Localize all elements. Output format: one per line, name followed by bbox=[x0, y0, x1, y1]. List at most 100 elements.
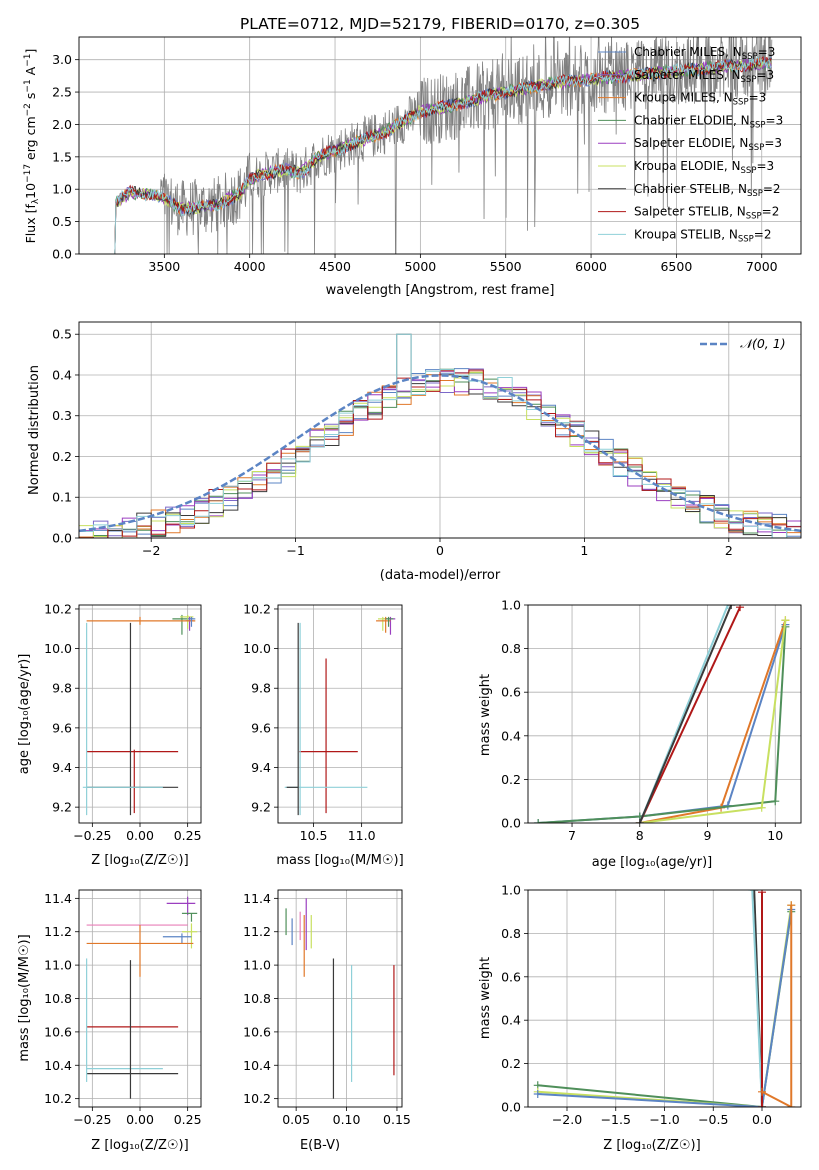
weight-z-ylabel: mass weight bbox=[478, 957, 493, 1039]
weight-marker bbox=[748, 890, 757, 894]
y-tick-label: 10.4 bbox=[44, 1058, 72, 1073]
errorbar-point bbox=[82, 622, 163, 816]
x-tick-label: −2.0 bbox=[552, 1112, 582, 1127]
legend-sub: SSP bbox=[748, 143, 764, 153]
x-tick-label: 0.00 bbox=[126, 1112, 154, 1127]
x-tick-label: 6000 bbox=[575, 259, 607, 274]
residual-xlabel: (data-model)/error bbox=[380, 568, 501, 583]
x-tick-label: 4000 bbox=[234, 259, 266, 274]
legend-sub: SSP bbox=[746, 212, 762, 222]
observed-spectrum bbox=[114, 37, 773, 254]
axes-frame bbox=[78, 36, 802, 255]
plot-area bbox=[533, 890, 796, 1107]
legend-name: Kroupa ELODIE, N bbox=[634, 159, 741, 173]
weight-marker bbox=[781, 616, 790, 625]
y-tick-label: 9.6 bbox=[251, 720, 271, 735]
errorbar-point bbox=[286, 622, 299, 816]
legend-value: =3 bbox=[749, 91, 767, 105]
y-tick-label: 3.0 bbox=[52, 52, 72, 67]
x-tick-label: 2 bbox=[725, 543, 733, 558]
y-tick-label: 11.2 bbox=[243, 924, 271, 939]
x-tick-label: 8 bbox=[636, 828, 644, 843]
legend-value: =3 bbox=[758, 45, 776, 59]
x-tick-label: 10.5 bbox=[300, 828, 328, 843]
x-tick-label: 0.00 bbox=[126, 828, 154, 843]
mass-vs-ebv-panel: 0.05 0.10 0.15 10.2 10.4 10.6 10.8 11.0 11.2 11.4… bbox=[243, 889, 411, 1153]
errorbar-point bbox=[86, 749, 179, 814]
model-spectrum bbox=[114, 56, 772, 254]
y-tick-label: 11.2 bbox=[44, 924, 72, 939]
x-tick-label: −1.5 bbox=[601, 1112, 631, 1127]
x-tick-label: 4500 bbox=[319, 259, 351, 274]
errorbar-point bbox=[166, 896, 196, 916]
legend-value: =2 bbox=[763, 182, 781, 196]
weight-vs-metallicity-panel: −2.0 −1.5 −1.0 −0.5 0.0 0.0 0.2 0.4 0.6 0.8 1.0 Z … bbox=[478, 883, 802, 1153]
mass-z-ylabel: mass [log₁₀(M/M☉)] bbox=[17, 934, 32, 1061]
residual-histogram bbox=[79, 369, 801, 538]
errorbar-point bbox=[86, 960, 179, 1099]
legend-label: Kroupa ELODIE, NSSP=3 bbox=[634, 159, 774, 176]
errorbar-point bbox=[172, 614, 194, 635]
plot-area bbox=[284, 616, 396, 816]
x-tick-label: 1 bbox=[580, 543, 588, 558]
errorbar-point bbox=[299, 658, 358, 814]
weight-vs-age-panel: 7 8 9 10 0.0 0.2 0.4 0.6 0.8 1.0 age [log₁₀(age/y… bbox=[478, 598, 802, 870]
legend-value: =2 bbox=[754, 227, 772, 241]
residual-panel: −2 −1 0 1 2 0.0 0.1 0.2 0.3 0.4 0.5 (data-model)/e… bbox=[27, 321, 802, 583]
y-tick-label: 0.0 bbox=[501, 1100, 521, 1115]
y-tick-label: 0.3 bbox=[52, 408, 72, 423]
legend-name: Chabrier ELODIE, N bbox=[634, 113, 750, 127]
legend-value: =3 bbox=[764, 136, 782, 150]
age-z-ylabel: age [log₁₀(age/yr)] bbox=[17, 654, 32, 775]
y-tick-label: 10.8 bbox=[44, 991, 72, 1006]
mass-z-xlabel: Z [log₁₀(Z/Z☉)] bbox=[91, 1138, 188, 1153]
grid bbox=[79, 605, 201, 823]
x-tick-label: 11.0 bbox=[348, 828, 376, 843]
x-tick-label: −0.25 bbox=[73, 828, 111, 843]
legend-name: Salpeter ELODIE, N bbox=[634, 136, 748, 150]
legend-label: Salpeter STELIB, NSSP=2 bbox=[634, 205, 779, 222]
weight-line bbox=[538, 624, 787, 823]
legend-name: Chabrier STELIB, N bbox=[634, 182, 747, 196]
y-tick-label: 10.6 bbox=[44, 1024, 72, 1039]
legend-sub: SSP bbox=[742, 52, 758, 62]
x-tick-label: 0.0 bbox=[752, 1112, 772, 1127]
y-tick-label: 2.5 bbox=[52, 85, 72, 100]
y-tick-label: 0.8 bbox=[501, 641, 521, 656]
y-tick-label: 10.2 bbox=[44, 601, 72, 616]
weight-line bbox=[638, 606, 741, 823]
y-tick-label: 10.2 bbox=[243, 1091, 271, 1106]
y-tick-label: 1.0 bbox=[501, 883, 521, 898]
y-tick-label: 11.4 bbox=[44, 891, 72, 906]
weight-line bbox=[751, 890, 763, 1107]
residual-ylabel: Normed distribution bbox=[27, 365, 42, 495]
plot-area bbox=[114, 37, 773, 254]
weight-marker bbox=[736, 605, 745, 612]
errorbar-point bbox=[187, 616, 196, 627]
mass-vs-metallicity-panel: −0.25 0.00 0.25 10.2 10.4 10.6 10.8 11.0 11.2 11.… bbox=[17, 889, 202, 1153]
age-vs-mass-panel: 10.5 11.0 9.2 9.4 9.6 9.8 10.0 10.2 mass [log₁₀… bbox=[243, 601, 404, 868]
legend-name: Chabrier MILES, N bbox=[634, 45, 742, 59]
legend-name: Salpeter STELIB, N bbox=[634, 205, 746, 219]
legend-label: Chabrier MILES, NSSP=3 bbox=[634, 45, 775, 62]
axes-frame bbox=[78, 604, 202, 824]
legend-name: Kroupa STELIB, N bbox=[634, 227, 738, 241]
y-tick-label: 9.8 bbox=[251, 681, 271, 696]
axes-frame bbox=[527, 604, 802, 824]
age-z-xlabel: Z [log₁₀(Z/Z☉)] bbox=[91, 853, 188, 868]
y-tick-label: 0.5 bbox=[52, 214, 72, 229]
x-tick-label: 9 bbox=[704, 828, 712, 843]
grid bbox=[278, 605, 402, 823]
weight-marker bbox=[534, 819, 543, 823]
legend-label: Chabrier STELIB, NSSP=2 bbox=[634, 182, 781, 199]
legend-sub: SSP bbox=[738, 234, 754, 244]
gauss-legend-label: 𝒩(0, 1) bbox=[740, 336, 786, 351]
y-tick-label: 0.4 bbox=[52, 367, 72, 382]
errorbar-point bbox=[385, 616, 394, 627]
legend-label: Salpeter ELODIE, NSSP=3 bbox=[634, 136, 782, 153]
plot-area bbox=[86, 896, 198, 1099]
weight-line bbox=[538, 626, 787, 823]
x-tick-label: 7 bbox=[568, 828, 576, 843]
